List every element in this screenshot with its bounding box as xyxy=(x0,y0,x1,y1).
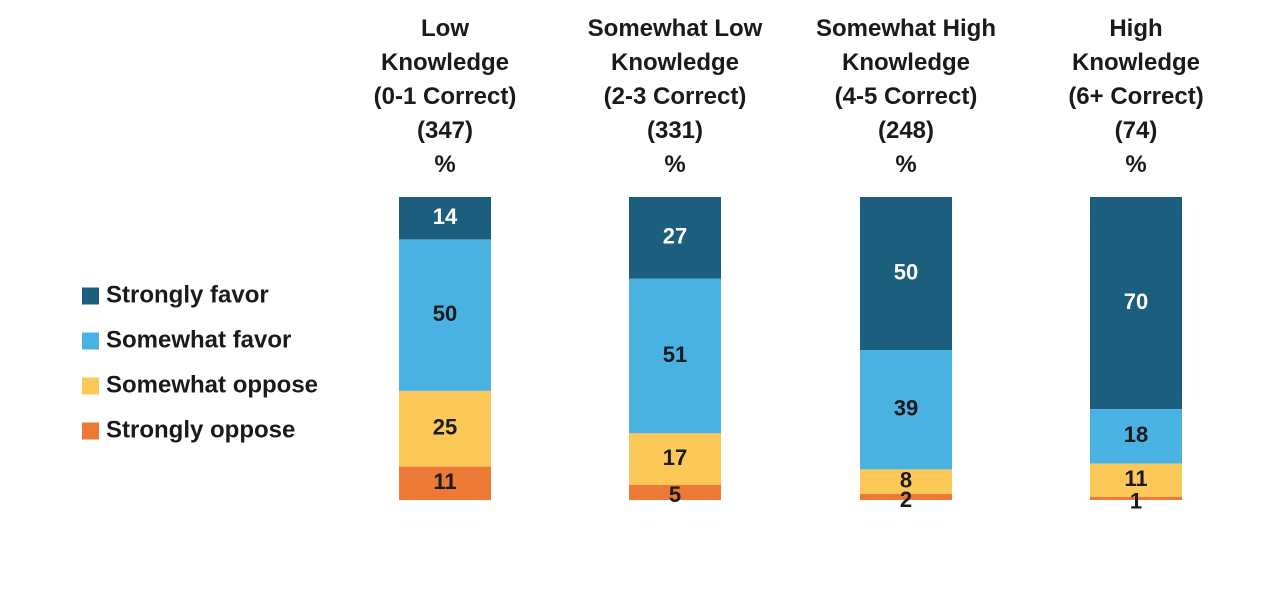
bar-segment-somewhat-oppose xyxy=(860,469,952,494)
bar-segment-strongly-oppose xyxy=(860,493,952,500)
legend-label: Somewhat oppose xyxy=(106,371,318,398)
column-header-line: (331) xyxy=(647,117,703,144)
bar-segment-strongly-favor xyxy=(399,197,491,240)
data-label: 11 xyxy=(433,469,456,494)
bar-segment-strongly-favor xyxy=(1090,197,1182,410)
column-header-line: % xyxy=(1125,151,1146,178)
column-header-line: (6+ Correct) xyxy=(1068,83,1203,110)
legend: Strongly favor Somewhat favor Somewhat opp… xyxy=(82,281,318,443)
data-label: 70 xyxy=(1124,289,1148,314)
column-2: Somewhat Low Knowledge (2-3 Correct) (331)%… xyxy=(588,15,763,507)
legend-item: Somewhat oppose xyxy=(82,371,318,398)
legend-item: Strongly favor xyxy=(82,281,269,308)
column-header-line: (74) xyxy=(1115,117,1158,144)
data-label: 17 xyxy=(663,445,687,470)
legend-item: Somewhat favor xyxy=(82,326,291,353)
bar-segment-somewhat-oppose xyxy=(1090,463,1182,497)
column-header-line: (347) xyxy=(417,117,473,144)
legend-swatch xyxy=(82,332,99,350)
data-label: 39 xyxy=(894,396,918,421)
column-header-line: (0-1 Correct) xyxy=(374,83,517,110)
legend-label: Strongly oppose xyxy=(106,416,295,443)
data-label: 2 xyxy=(900,487,912,512)
data-label: 18 xyxy=(1124,422,1148,447)
bar-segment-strongly-oppose xyxy=(399,466,491,500)
legend-label: Strongly favor xyxy=(106,281,269,308)
bar-segment-strongly-oppose xyxy=(629,484,721,500)
column-header-line: Knowledge xyxy=(611,49,739,76)
column-header-line: % xyxy=(895,151,916,178)
data-label: 50 xyxy=(433,301,457,326)
bar-segment-somewhat-oppose xyxy=(629,433,721,485)
column-header-line: (4-5 Correct) xyxy=(835,83,978,110)
bar-segment-somewhat-favor xyxy=(629,278,721,434)
column-4: High Knowledge (6+ Correct) (74)% 70 18 111 xyxy=(1068,15,1203,513)
data-label: 50 xyxy=(894,259,918,284)
bar-segment-strongly-oppose xyxy=(1090,496,1182,500)
bar-segment-strongly-favor xyxy=(860,197,952,351)
data-label: 8 xyxy=(900,467,912,492)
data-label: 11 xyxy=(1124,466,1147,491)
column-header-line: % xyxy=(434,151,455,178)
column-header-line: % xyxy=(664,151,685,178)
column-header-line: (248) xyxy=(878,117,934,144)
column-header-line: (2-3 Correct) xyxy=(604,83,747,110)
data-label: 1 xyxy=(1130,488,1142,513)
column-3: Somewhat High Knowledge (4-5 Correct) (248)… xyxy=(816,15,996,512)
column-header-line: Low xyxy=(421,15,469,42)
bar-segment-strongly-favor xyxy=(629,197,721,279)
legend-label: Somewhat favor xyxy=(106,326,291,353)
column-header-line: Knowledge xyxy=(1072,49,1200,76)
data-label: 5 xyxy=(669,482,681,507)
data-label: 27 xyxy=(663,224,687,249)
legend-item: Strongly oppose xyxy=(82,416,295,443)
bar-segment-somewhat-favor xyxy=(860,350,952,470)
column-header-line: Somewhat Low xyxy=(588,15,763,42)
bar-segment-somewhat-oppose xyxy=(399,390,491,467)
bar-segment-somewhat-favor xyxy=(1090,409,1182,464)
column-header-line: High xyxy=(1109,15,1162,42)
bar-segment-somewhat-favor xyxy=(399,239,491,391)
column-header-line: Knowledge xyxy=(381,49,509,76)
data-label: 51 xyxy=(663,342,687,367)
column-header-line: Knowledge xyxy=(842,49,970,76)
data-label: 25 xyxy=(433,415,457,440)
legend-swatch xyxy=(82,422,99,440)
legend-swatch xyxy=(82,287,99,305)
legend-swatch xyxy=(82,377,99,395)
column-1: Low Knowledge (0-1 Correct) (347)% 14 50 25 11 xyxy=(374,15,517,500)
data-label: 14 xyxy=(433,204,458,229)
column-header-line: Somewhat High xyxy=(816,15,996,42)
